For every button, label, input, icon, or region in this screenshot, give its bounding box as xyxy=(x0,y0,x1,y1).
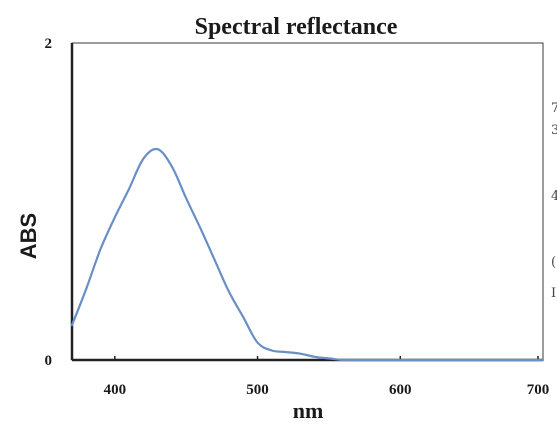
x-tick-label: 500 xyxy=(246,382,269,398)
y-axis-label: ABS xyxy=(16,213,41,259)
x-axis-label: nm xyxy=(293,398,324,423)
y-tick-label: 2 xyxy=(45,36,53,52)
x-tick-label: 600 xyxy=(389,382,412,398)
x-axis-ticks: 400 500 600 700 xyxy=(104,356,550,398)
chart-title: Spectral reflectance xyxy=(195,14,398,40)
x-tick-label: 400 xyxy=(104,382,127,398)
x-tick-label: 700 xyxy=(527,382,550,398)
plot-frame xyxy=(71,42,544,361)
right-fragment-4: ( xyxy=(551,255,556,270)
series-line xyxy=(70,147,545,362)
right-fragment-5: I xyxy=(551,286,556,301)
right-fragment-3: 4 xyxy=(551,189,557,204)
right-fragment-2: 3 xyxy=(551,123,557,138)
right-fragment-1: 7 xyxy=(551,101,557,116)
y-tick-label: 0 xyxy=(45,353,53,369)
y-axis-ticks: 02 xyxy=(45,36,53,369)
